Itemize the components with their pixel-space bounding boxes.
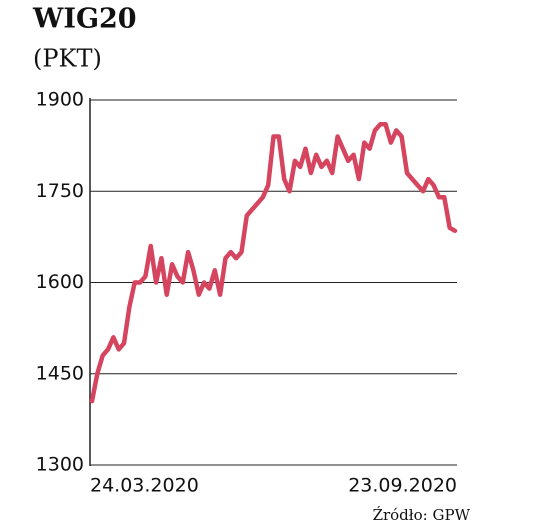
x-tick-label: 24.03.2020 (90, 475, 199, 497)
y-tick-label: 1900 (36, 89, 84, 111)
chart-subtitle: (PKT) (33, 45, 102, 73)
x-tick-label: 23.09.2020 (348, 475, 457, 497)
chart-title: WIG20 (32, 4, 137, 35)
y-tick-label: 1750 (36, 180, 84, 202)
y-tick-label: 1450 (36, 362, 84, 384)
y-tick-label: 1600 (36, 271, 84, 293)
line (89, 122, 458, 404)
y-tick-label: 1300 (36, 454, 84, 476)
source: Źródło: GPW (373, 506, 471, 524)
